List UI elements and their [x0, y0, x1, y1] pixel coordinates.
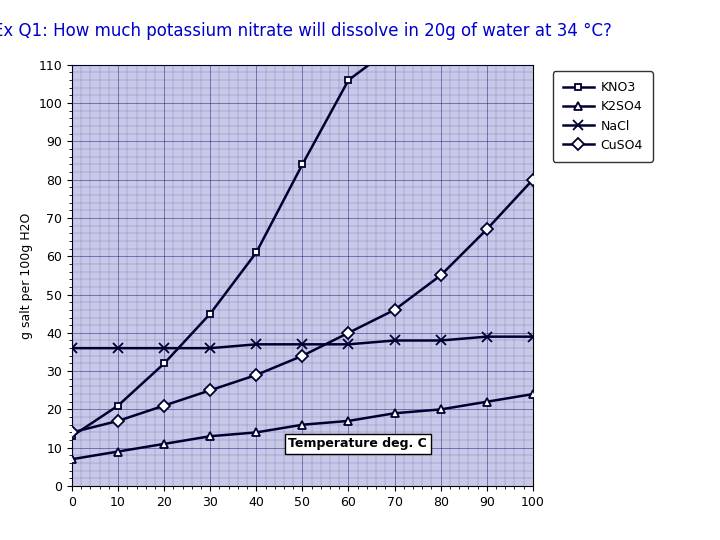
Text: Temperature deg. C: Temperature deg. C — [288, 437, 427, 450]
NaCl — [114, 345, 122, 352]
CuSO4 — [436, 272, 445, 279]
K2SO4 — [298, 422, 307, 428]
NaCl — [528, 333, 537, 340]
Y-axis label: g salt per 100g H2O: g salt per 100g H2O — [20, 212, 33, 339]
KNO3 — [114, 402, 122, 409]
K2SO4 — [528, 391, 537, 397]
NaCl — [252, 341, 261, 348]
KNO3 — [298, 161, 307, 167]
NaCl — [160, 345, 168, 352]
KNO3 — [390, 43, 399, 49]
Line: K2SO4: K2SO4 — [68, 390, 537, 463]
KNO3 — [344, 77, 353, 83]
NaCl — [390, 338, 399, 344]
NaCl — [206, 345, 215, 352]
NaCl — [298, 341, 307, 348]
CuSO4 — [482, 226, 491, 233]
Line: KNO3: KNO3 — [68, 0, 536, 440]
KNO3 — [252, 249, 261, 255]
NaCl — [68, 345, 76, 352]
CuSO4 — [160, 402, 168, 409]
Line: NaCl: NaCl — [67, 332, 538, 353]
Text: Ex Q1: How much potassium nitrate will dissolve in 20g of water at 34 °C?: Ex Q1: How much potassium nitrate will d… — [0, 22, 612, 39]
KNO3 — [206, 310, 215, 317]
KNO3 — [160, 360, 168, 367]
CuSO4 — [252, 372, 261, 378]
CuSO4 — [68, 429, 76, 436]
CuSO4 — [206, 387, 215, 394]
KNO3 — [436, 19, 445, 26]
K2SO4 — [252, 429, 261, 436]
CuSO4 — [390, 307, 399, 313]
Line: CuSO4: CuSO4 — [68, 176, 537, 436]
K2SO4 — [160, 441, 168, 447]
K2SO4 — [114, 448, 122, 455]
Legend: KNO3, K2SO4, NaCl, CuSO4: KNO3, K2SO4, NaCl, CuSO4 — [553, 71, 653, 162]
K2SO4 — [344, 417, 353, 424]
CuSO4 — [344, 329, 353, 336]
KNO3 — [68, 433, 76, 440]
K2SO4 — [206, 433, 215, 440]
NaCl — [482, 333, 491, 340]
K2SO4 — [390, 410, 399, 416]
NaCl — [344, 341, 353, 348]
K2SO4 — [436, 406, 445, 413]
CuSO4 — [114, 417, 122, 424]
K2SO4 — [68, 456, 76, 462]
NaCl — [436, 338, 445, 344]
CuSO4 — [528, 177, 537, 183]
CuSO4 — [298, 353, 307, 359]
K2SO4 — [482, 399, 491, 405]
